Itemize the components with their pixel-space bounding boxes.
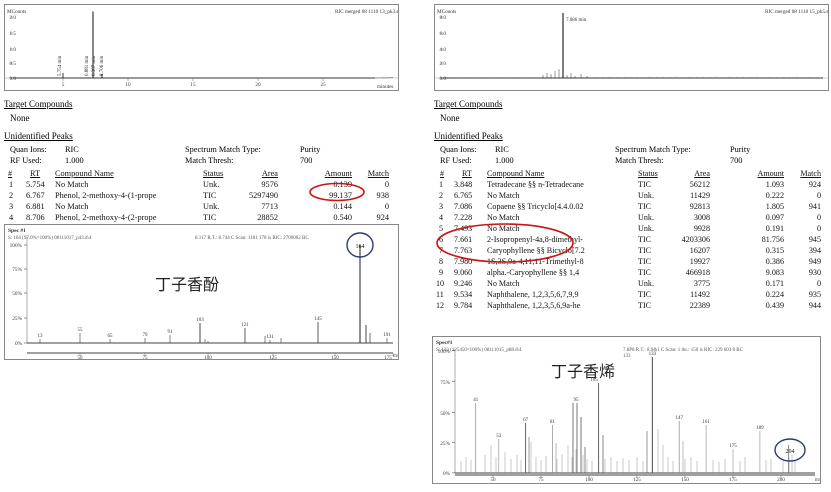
svg-text:125: 125	[633, 478, 641, 483]
svg-text:1.5: 1.5	[10, 31, 17, 37]
svg-text:5: 5	[62, 82, 65, 88]
svg-text:103: 103	[196, 318, 204, 323]
svg-text:145: 145	[314, 317, 322, 322]
svg-text:67: 67	[523, 418, 529, 423]
svg-text:95: 95	[574, 398, 580, 403]
svg-text:7.8P8 R.T.: 8.9&1 C Scan: 1 th: 7.8P8 R.T.: 8.9&1 C Scan: 1 thr.: 150 is…	[623, 348, 744, 353]
svg-text:7.086 min: 7.086 min	[566, 18, 587, 23]
svg-text:0.0: 0.0	[440, 76, 447, 82]
svg-text:丁子香烯: 丁子香烯	[551, 358, 615, 382]
svg-text:8.0: 8.0	[440, 15, 447, 21]
svg-text:2.0: 2.0	[10, 15, 17, 21]
svg-text:100: 100	[585, 478, 593, 483]
svg-text:133: 133	[623, 354, 631, 359]
svg-text:75%: 75%	[440, 380, 450, 386]
svg-text:25%: 25%	[12, 316, 22, 322]
svg-text:79: 79	[143, 333, 149, 338]
svg-text:0.5: 0.5	[10, 61, 17, 67]
svg-text:55: 55	[78, 328, 84, 333]
svg-text:161: 161	[702, 420, 710, 425]
svg-text:Spec#1: Spec#1	[436, 340, 453, 346]
svg-text:RIC merged 08 1110 13_pk3.smx: RIC merged 08 1110 13_pk3.smx	[335, 9, 398, 15]
svg-text:8.706 min: 8.706 min	[100, 55, 105, 76]
svg-text:25%: 25%	[440, 441, 450, 447]
svg-text:200: 200	[777, 478, 785, 483]
svg-text:125: 125	[269, 356, 277, 359]
svg-text:20: 20	[255, 82, 261, 88]
svg-text:147: 147	[675, 416, 683, 421]
svg-text:25: 25	[320, 82, 326, 88]
svg-text:6.0: 6.0	[440, 31, 447, 37]
svg-text:65: 65	[108, 334, 114, 339]
svg-text:150: 150	[681, 478, 689, 483]
svg-text:丁子香酚: 丁子香酚	[155, 271, 219, 295]
svg-text:191: 191	[383, 333, 391, 338]
svg-text:8.117 R.T.: 8.744 C Scan: 1181: 8.117 R.T.: 8.744 C Scan: 1181 178 is RI…	[195, 236, 309, 241]
svg-text:6.387 min: 6.387 min	[92, 55, 97, 76]
svg-text:91: 91	[168, 330, 174, 335]
svg-text:175: 175	[384, 356, 392, 359]
svg-text:81: 81	[550, 420, 556, 425]
svg-text:175: 175	[729, 444, 737, 449]
svg-text:50%: 50%	[12, 291, 22, 297]
svg-text:150: 150	[331, 356, 339, 359]
svg-text:50: 50	[491, 478, 497, 483]
svg-text:189: 189	[756, 426, 764, 431]
svg-text:121: 121	[241, 323, 249, 328]
svg-text:41: 41	[473, 398, 479, 403]
svg-text:75: 75	[539, 478, 545, 483]
svg-text:S: 104 (97.0%=100%) 08111017_p: S: 104 (97.0%=100%) 08111017_p43.d\4	[8, 236, 92, 241]
svg-text:0.0: 0.0	[10, 76, 17, 82]
svg-text:50%: 50%	[440, 411, 450, 417]
svg-text:RIC merged 08 1110 15_pk5.smx: RIC merged 08 1110 15_pk5.smx	[765, 9, 828, 15]
svg-text:53: 53	[496, 434, 502, 439]
svg-text:0%: 0%	[443, 471, 451, 477]
svg-text:10: 10	[125, 82, 131, 88]
svg-text:4.0: 4.0	[440, 47, 447, 53]
svg-text:105: 105	[590, 378, 598, 383]
svg-text:50: 50	[78, 356, 84, 359]
svg-text:5.754 min: 5.754 min	[58, 55, 63, 76]
svg-text:131: 131	[266, 335, 274, 340]
svg-text:minutes: minutes	[377, 84, 393, 90]
svg-text:1.0: 1.0	[10, 47, 17, 53]
svg-text:13: 13	[38, 334, 44, 339]
svg-text:75%: 75%	[12, 267, 22, 273]
svg-text:m/z: m/z	[393, 354, 398, 359]
svg-text:100%: 100%	[438, 349, 451, 355]
svg-text:m/z: m/z	[815, 478, 820, 483]
svg-text:100: 100	[204, 356, 212, 359]
svg-text:100%: 100%	[10, 243, 23, 249]
svg-text:0%: 0%	[15, 341, 23, 347]
svg-text:133: 133	[649, 352, 657, 357]
svg-text:2.0: 2.0	[440, 61, 447, 67]
svg-text:0.881 min: 0.881 min	[85, 55, 90, 76]
svg-text:75: 75	[143, 356, 149, 359]
svg-text:175: 175	[729, 478, 737, 483]
svg-text:15: 15	[190, 82, 196, 88]
svg-text:Spec #1: Spec #1	[8, 228, 26, 234]
